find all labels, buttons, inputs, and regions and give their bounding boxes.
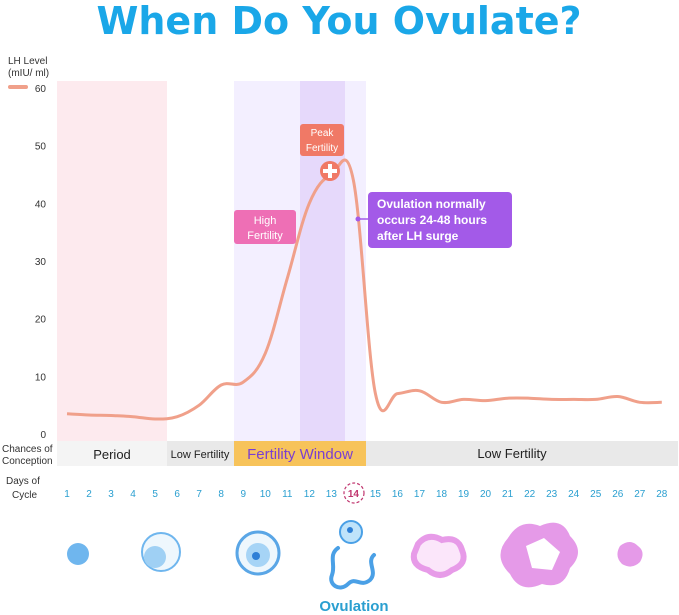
day-label: 1 <box>64 489 70 500</box>
follicle-stage-1-icon <box>67 543 89 565</box>
day-label: 22 <box>524 489 536 500</box>
period-band <box>57 81 167 441</box>
y-tick-label: 20 <box>35 315 47 326</box>
day-label: 8 <box>218 489 224 500</box>
day-label: 27 <box>634 489 646 500</box>
day-label: 23 <box>546 489 558 500</box>
period-label: Period <box>93 447 131 462</box>
peak-fertility-line2: Fertility <box>306 143 338 154</box>
ovulation-label: Ovulation <box>319 598 388 615</box>
high-fertility-line1: High <box>254 215 277 227</box>
day-14-highlight <box>343 482 365 504</box>
ovulation-note-badge <box>368 192 512 248</box>
day-label: 21 <box>502 489 514 500</box>
fertility-window-bar <box>234 441 366 466</box>
day-label: 18 <box>436 489 448 500</box>
day-label: 19 <box>458 489 470 500</box>
day-label: 28 <box>656 489 668 500</box>
high-fertility-line2: Fertility <box>247 230 283 242</box>
lh-curve <box>66 158 662 421</box>
day-label: 25 <box>590 489 602 500</box>
day-label: 9 <box>240 489 246 500</box>
peak-fertility-badge <box>300 124 344 156</box>
note-pointer-dot <box>355 216 361 222</box>
y-tick-label: 0 <box>40 430 46 441</box>
day-label: 4 <box>130 489 136 500</box>
day-label: 17 <box>414 489 426 500</box>
ovulation-note-line2: occurs 24-48 hours <box>377 213 487 227</box>
day-label: 5 <box>152 489 158 500</box>
day-label: 12 <box>304 489 316 500</box>
corpus-luteum-stage-1-icon <box>410 533 467 578</box>
y-ticks: 60 50 40 30 20 10 0 <box>35 84 47 441</box>
follicle-stage-3-icon <box>235 530 281 576</box>
follicle-stage-2-icon <box>141 532 181 572</box>
day-label: 20 <box>480 489 492 500</box>
ovulation-icon <box>329 520 376 590</box>
low-fertility-left-bar <box>167 441 234 466</box>
day-label: 13 <box>326 489 338 500</box>
period-bar <box>57 441 167 466</box>
low-fertility-right-bar <box>366 441 678 466</box>
chart-title: When Do You Ovulate? <box>96 0 581 43</box>
day-label: 6 <box>174 489 180 500</box>
low-fertility-left-label: Low Fertility <box>171 449 230 461</box>
day-label: 26 <box>612 489 624 500</box>
conception-label-line2: Conception <box>2 456 53 467</box>
x-axis-label-line2: Cycle <box>12 490 37 501</box>
day-label: 11 <box>282 489 293 500</box>
day-label: 24 <box>568 489 580 500</box>
ovulation-note-line3: after LH surge <box>377 229 459 243</box>
day-label: 7 <box>196 489 202 500</box>
high-fertility-badge <box>234 210 296 244</box>
day-label: 2 <box>86 489 92 500</box>
day-label: 16 <box>392 489 404 500</box>
corpus-luteum-stage-3-icon <box>617 542 643 567</box>
y-axis-label-line2: (mIU/ ml) <box>8 68 49 79</box>
y-tick-label: 30 <box>35 257 47 268</box>
day-label: 14 <box>348 489 360 500</box>
ovulation-note-line1: Ovulation normally <box>377 197 486 211</box>
day-label: 3 <box>108 489 114 500</box>
fertility-window-label: Fertility Window <box>247 446 353 463</box>
conception-label-line1: Chances of <box>2 444 53 455</box>
y-tick-label: 40 <box>35 199 47 210</box>
day-label: 10 <box>260 489 272 500</box>
y-tick-label: 60 <box>35 84 47 95</box>
low-fertility-right-label: Low Fertility <box>477 446 547 461</box>
x-axis-label-line1: Days of <box>6 476 40 487</box>
x-ticks: 1 2 3 4 5 6 7 8 9 10 11 12 13 14 15 16 17 18 19 20 21 22 23 24 2… <box>64 489 668 500</box>
peak-fertility-line1: Peak <box>311 128 335 139</box>
y-tick-label: 10 <box>35 372 47 383</box>
peak-marker <box>320 161 340 181</box>
day-label: 15 <box>370 489 382 500</box>
y-tick-label: 50 <box>35 142 47 153</box>
y-axis-label-line1: LH Level <box>8 56 47 67</box>
corpus-luteum-stage-2-icon <box>500 522 578 588</box>
